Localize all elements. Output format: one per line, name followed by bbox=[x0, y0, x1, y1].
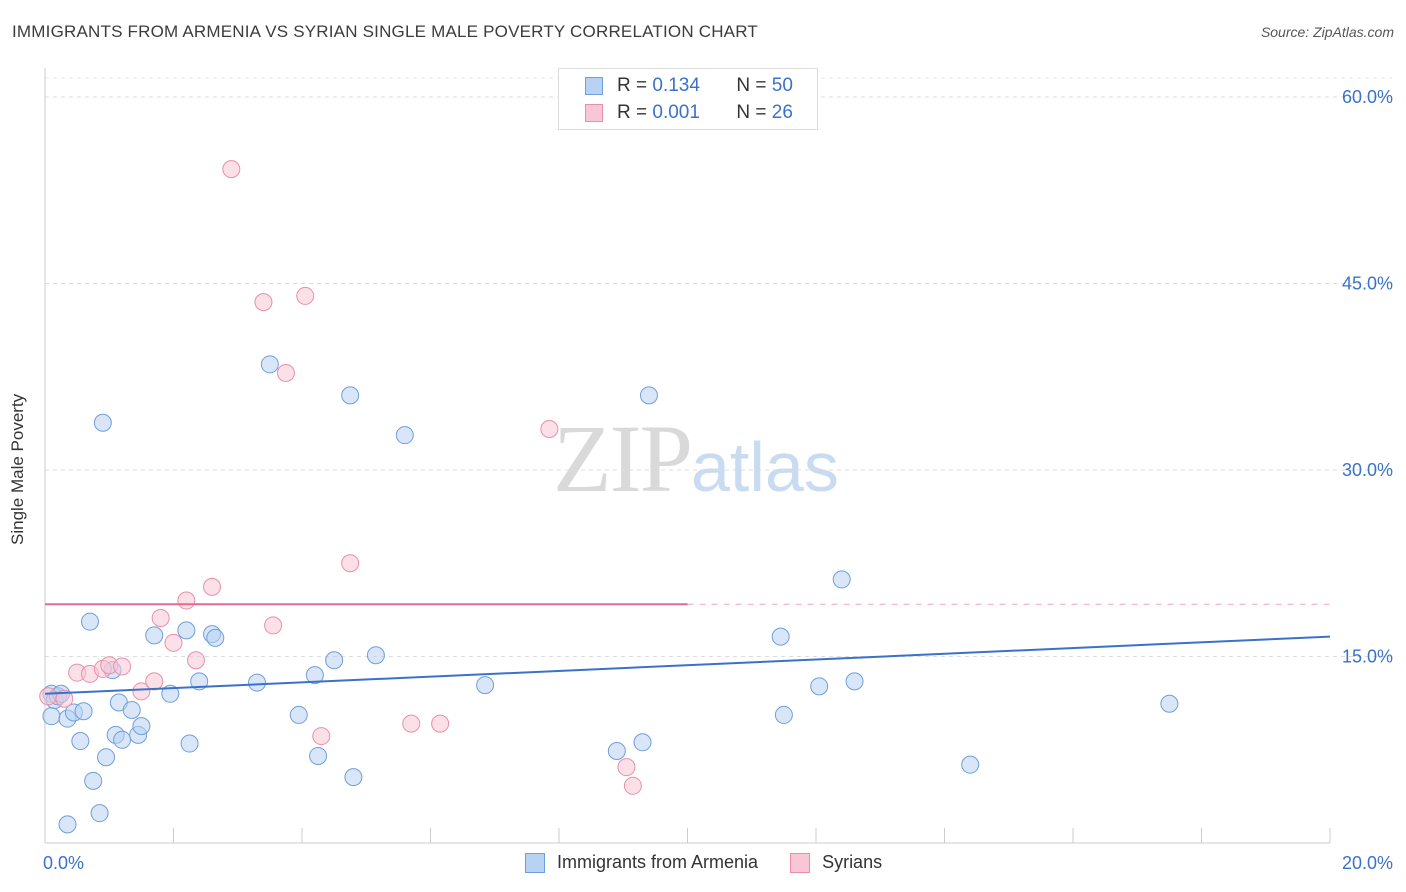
syrians-point bbox=[151, 608, 170, 627]
syrians-point bbox=[276, 364, 295, 383]
syrians-point bbox=[617, 758, 636, 777]
x-tick-label: 20.0% bbox=[1342, 853, 1393, 873]
series-legend-syrians: Syrians bbox=[790, 852, 882, 873]
armenia-point bbox=[260, 355, 279, 374]
syrians-point bbox=[203, 577, 222, 596]
legend-r-label: R = bbox=[617, 102, 648, 123]
legend-r-value: 0.134 bbox=[652, 75, 700, 96]
armenia-point bbox=[961, 755, 980, 774]
armenia-point bbox=[97, 748, 116, 767]
armenia-point bbox=[325, 651, 344, 670]
legend-n-value: 26 bbox=[771, 102, 793, 123]
syrians-point bbox=[113, 657, 132, 676]
armenia-point bbox=[190, 672, 209, 691]
armenia-point bbox=[771, 627, 790, 646]
stats-legend: R = 0.134 N = 50 R = 0.001 N = 26 bbox=[558, 68, 818, 130]
y-axis-label: Single Male Poverty bbox=[8, 393, 27, 545]
legend-n-label: N = bbox=[736, 102, 767, 123]
armenia-point bbox=[639, 386, 658, 405]
series-swatch-armenia bbox=[525, 852, 545, 873]
syrians-point bbox=[222, 160, 241, 179]
watermark-zip: ZIP bbox=[553, 405, 693, 512]
stats-legend-row-syrians: R = 0.001 N = 26 bbox=[585, 101, 793, 125]
syrians-point bbox=[264, 616, 283, 635]
armenia-point bbox=[395, 426, 414, 445]
legend-r-value: 0.001 bbox=[652, 102, 700, 123]
syrians-point bbox=[540, 419, 559, 438]
series-swatch-syrians bbox=[790, 852, 811, 873]
armenia-point bbox=[633, 733, 652, 752]
syrians-point bbox=[296, 286, 315, 305]
armenia-point bbox=[206, 628, 225, 647]
syrians-point bbox=[164, 633, 183, 652]
armenia-point bbox=[122, 700, 141, 719]
syrians-point bbox=[341, 554, 360, 573]
armenia-point bbox=[810, 677, 829, 696]
syrians-point bbox=[177, 591, 196, 610]
armenia-trend-line bbox=[44, 635, 1331, 695]
legend-n-value: 50 bbox=[771, 75, 793, 96]
y-tick-label: 30.0% bbox=[1342, 460, 1393, 480]
syrians-point bbox=[39, 687, 58, 706]
legend-n-label: N = bbox=[736, 75, 767, 96]
watermark-atlas: atlas bbox=[691, 428, 839, 506]
armenia-point bbox=[366, 646, 385, 665]
armenia-point bbox=[309, 746, 328, 765]
armenia-point bbox=[341, 386, 360, 405]
armenia-point bbox=[177, 621, 196, 640]
armenia-point bbox=[248, 673, 267, 692]
legend-swatch-syrians bbox=[585, 104, 603, 122]
armenia-point bbox=[161, 684, 180, 703]
series-name-syrians: Syrians bbox=[822, 852, 883, 872]
syrians-point bbox=[132, 682, 151, 701]
armenia-point bbox=[113, 730, 132, 749]
syrians-point bbox=[402, 714, 421, 733]
armenia-point bbox=[93, 413, 112, 432]
armenia-point bbox=[132, 717, 151, 736]
armenia-point bbox=[180, 734, 199, 753]
chart-source: Source: ZipAtlas.com bbox=[1260, 24, 1394, 40]
syrians-point bbox=[623, 776, 642, 795]
watermark: ZIPatlas bbox=[553, 403, 839, 514]
armenia-point bbox=[80, 612, 99, 631]
armenia-point bbox=[774, 705, 793, 724]
armenia-point bbox=[607, 741, 626, 760]
armenia-point bbox=[344, 768, 363, 787]
syrians-point bbox=[55, 689, 74, 708]
armenia-point bbox=[289, 705, 308, 724]
stats-legend-row-armenia: R = 0.134 N = 50 bbox=[585, 74, 793, 98]
y-tick-label: 60.0% bbox=[1342, 87, 1393, 107]
series-name-armenia: Immigrants from Armenia bbox=[557, 852, 759, 872]
y-tick-label: 15.0% bbox=[1342, 647, 1393, 667]
syrians-point bbox=[186, 651, 205, 670]
syrians-point bbox=[254, 293, 273, 312]
series-legend: Immigrants from Armenia Syrians bbox=[525, 852, 914, 873]
armenia-point bbox=[845, 672, 864, 691]
armenia-point bbox=[71, 732, 90, 751]
chart-title: IMMIGRANTS FROM ARMENIA VS SYRIAN SINGLE… bbox=[12, 22, 758, 41]
syrians-point bbox=[431, 714, 450, 733]
armenia-point bbox=[90, 804, 109, 823]
legend-r-label: R = bbox=[617, 75, 648, 96]
armenia-point bbox=[305, 666, 324, 685]
series-legend-armenia: Immigrants from Armenia bbox=[525, 852, 758, 873]
armenia-point bbox=[84, 771, 103, 790]
armenia-point bbox=[145, 626, 164, 645]
armenia-point bbox=[58, 815, 77, 834]
legend-swatch-armenia bbox=[585, 77, 603, 95]
y-tick-label: 45.0% bbox=[1342, 274, 1393, 294]
armenia-point bbox=[476, 676, 495, 695]
x-tick-label: 0.0% bbox=[43, 853, 84, 873]
armenia-point bbox=[74, 702, 93, 721]
armenia-point bbox=[1160, 694, 1179, 713]
armenia-point bbox=[832, 570, 851, 589]
syrians-point bbox=[145, 672, 164, 691]
armenia-point bbox=[42, 707, 61, 726]
syrians-point bbox=[312, 727, 331, 746]
